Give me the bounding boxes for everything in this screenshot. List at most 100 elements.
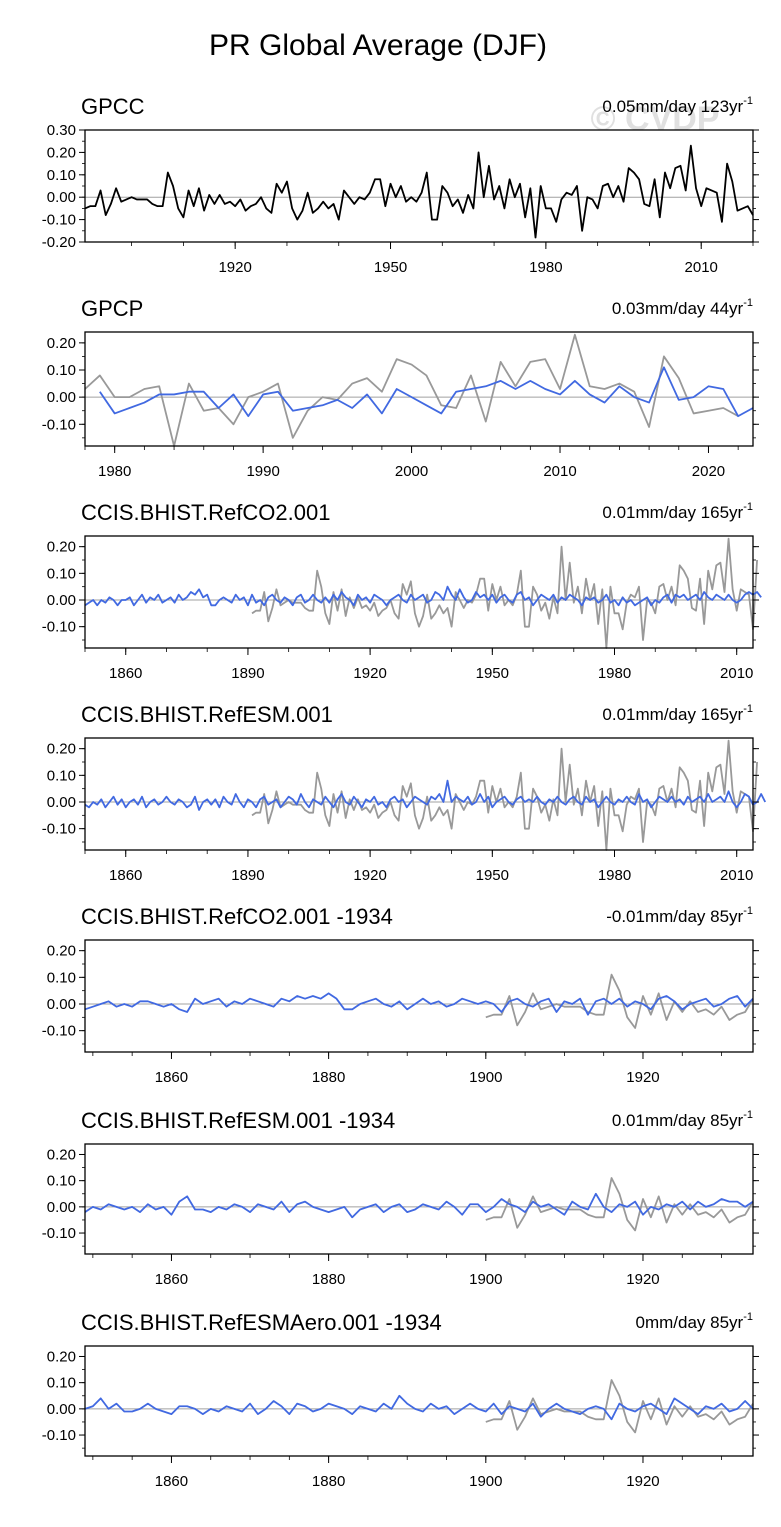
panel-annotation: 0mm/day 85yr-1 [636, 1311, 753, 1332]
series-line-gpcc [251, 739, 758, 851]
x-tick-label: 1950 [374, 259, 407, 276]
panel-2: GPCP 0.03mm/day 44yr-1 0.20 0.10 0.00 -0.10 19… [42, 296, 759, 480]
x-tick-label: 2000 [395, 463, 428, 480]
panels: GPCC 0.05mm/day 123yr-1 0.30 0.20 0.10 0.00 -0… [42, 94, 767, 1490]
x-tick-label: 1900 [469, 1473, 502, 1490]
x-tick-label: 1880 [312, 1473, 345, 1490]
plot-frame [84, 1345, 754, 1457]
x-tick-label: 1950 [476, 665, 509, 682]
y-tick-label: 0.10 [47, 565, 76, 582]
plot-frame [84, 535, 754, 649]
y-tick-label: -0.10 [42, 1225, 76, 1242]
y-tick-label: 0.20 [47, 741, 76, 758]
y-tick-label: -0.10 [42, 1427, 76, 1444]
y-tick-label: 0.00 [47, 1199, 76, 1216]
annotation-superscript: -1 [743, 703, 753, 715]
panel-annotation: 0.05mm/day 123yr-1 [602, 95, 753, 116]
panel-1: GPCC 0.05mm/day 123yr-1 0.30 0.20 0.10 0.00 -0… [42, 94, 759, 276]
y-tick-label: 0.00 [47, 794, 76, 811]
x-tick-label: 2010 [720, 665, 753, 682]
panel-title: CCIS.BHIST.RefESMAero.001 -1934 [81, 1310, 442, 1335]
y-tick-label: 0.10 [47, 167, 76, 184]
panel-annotation: 0.03mm/day 44yr-1 [612, 297, 753, 318]
x-tick-label: 1920 [626, 1473, 659, 1490]
y-tick-label: -0.10 [42, 821, 76, 838]
series-line-gpcc [485, 1177, 754, 1232]
plot-frame [84, 737, 754, 851]
x-tick-label: 1860 [109, 665, 142, 682]
y-tick-label: 0.10 [47, 1375, 76, 1392]
series-line-ccis-bhist-refesmaero-001 [84, 1394, 754, 1421]
annotation-superscript: -1 [743, 905, 753, 917]
y-tick-label: 0.00 [47, 996, 76, 1013]
x-tick-label: 1900 [469, 1069, 502, 1086]
y-tick-label: 0.20 [47, 943, 76, 960]
y-tick-label: 0.00 [47, 189, 76, 206]
annotation-superscript: -1 [743, 297, 753, 309]
x-tick-label: 2020 [692, 463, 725, 480]
series-line-ccis-bhist-refco2-001 [84, 585, 762, 607]
x-tick-label: 1890 [231, 665, 264, 682]
y-tick-label: -0.10 [42, 416, 76, 433]
panel-title: CCIS.BHIST.RefESM.001 -1934 [81, 1108, 395, 1133]
x-tick-label: 1860 [109, 867, 142, 884]
panel-title: GPCC [81, 94, 145, 119]
panel-title: GPCP [81, 296, 143, 321]
y-tick-label: -0.10 [42, 212, 76, 229]
series-line-ccis-bhist-refesm-001 [84, 1192, 754, 1219]
x-tick-label: 1920 [353, 867, 386, 884]
panel-annotation: 0.01mm/day 165yr-1 [602, 501, 753, 522]
x-tick-label: 1860 [155, 1069, 188, 1086]
y-tick-label: 0.20 [47, 1146, 76, 1163]
plot-frame [84, 331, 754, 447]
y-tick-label: 0.20 [47, 539, 76, 556]
y-tick-label: 0.10 [47, 1173, 76, 1190]
x-tick-label: 1900 [469, 1271, 502, 1288]
series-line-gpcp [99, 366, 754, 418]
x-tick-label: 1920 [626, 1271, 659, 1288]
panel-title: CCIS.BHIST.RefESM.001 [81, 702, 333, 727]
panel-3: CCIS.BHIST.RefCO2.001 0.01mm/day 165yr-1 0… [42, 500, 762, 682]
y-tick-label: 0.00 [47, 389, 76, 406]
series-line-gpcc [485, 1379, 754, 1434]
series-line-gpcc [485, 973, 754, 1029]
series-line-ccis-bhist-refco2-001 [84, 992, 754, 1016]
y-tick-label: -0.10 [42, 619, 76, 636]
y-tick-label: -0.10 [42, 1023, 76, 1040]
x-tick-label: 1920 [353, 665, 386, 682]
x-tick-label: 1920 [218, 259, 251, 276]
x-tick-label: 1980 [98, 463, 131, 480]
y-tick-label: 0.20 [47, 335, 76, 352]
panel-5: CCIS.BHIST.RefCO2.001 -1934 -0.01mm/day 8… [42, 904, 759, 1086]
y-tick-label: 0.00 [47, 1401, 76, 1418]
x-tick-label: 1880 [312, 1069, 345, 1086]
x-tick-label: 2010 [685, 259, 718, 276]
watermark: © CVDP [591, 100, 720, 138]
plot-frame [84, 939, 754, 1053]
y-tick-label: 0.30 [47, 122, 76, 139]
series-line-gpcc [84, 144, 754, 239]
annotation-superscript: -1 [743, 1109, 753, 1121]
y-tick-label: -0.20 [42, 234, 76, 251]
panel-annotation: 0.01mm/day 85yr-1 [612, 1109, 753, 1130]
series-line-gpcc [84, 333, 739, 447]
y-tick-label: 0.00 [47, 592, 76, 609]
x-tick-label: 1890 [231, 867, 264, 884]
x-tick-label: 1980 [598, 867, 631, 884]
panel-6: CCIS.BHIST.RefESM.001 -1934 0.01mm/day 85… [42, 1108, 759, 1288]
x-tick-label: 1860 [155, 1271, 188, 1288]
panel-title: CCIS.BHIST.RefCO2.001 -1934 [81, 904, 393, 929]
annotation-superscript: -1 [743, 501, 753, 513]
y-tick-label: 0.10 [47, 362, 76, 379]
x-tick-label: 1980 [529, 259, 562, 276]
series-line-ccis-bhist-refesm-001 [84, 779, 767, 811]
y-tick-label: 0.20 [47, 1348, 76, 1365]
figure-title: PR Global Average (DJF) [209, 29, 547, 62]
x-tick-label: 2010 [720, 867, 753, 884]
panel-4: CCIS.BHIST.RefESM.001 0.01mm/day 165yr-1 0… [42, 702, 767, 884]
y-tick-label: 0.10 [47, 969, 76, 986]
panel-annotation: 0.01mm/day 165yr-1 [602, 703, 753, 724]
panel-title: CCIS.BHIST.RefCO2.001 [81, 500, 330, 525]
annotation-superscript: -1 [743, 1311, 753, 1323]
panel-annotation: -0.01mm/day 85yr-1 [606, 905, 753, 926]
